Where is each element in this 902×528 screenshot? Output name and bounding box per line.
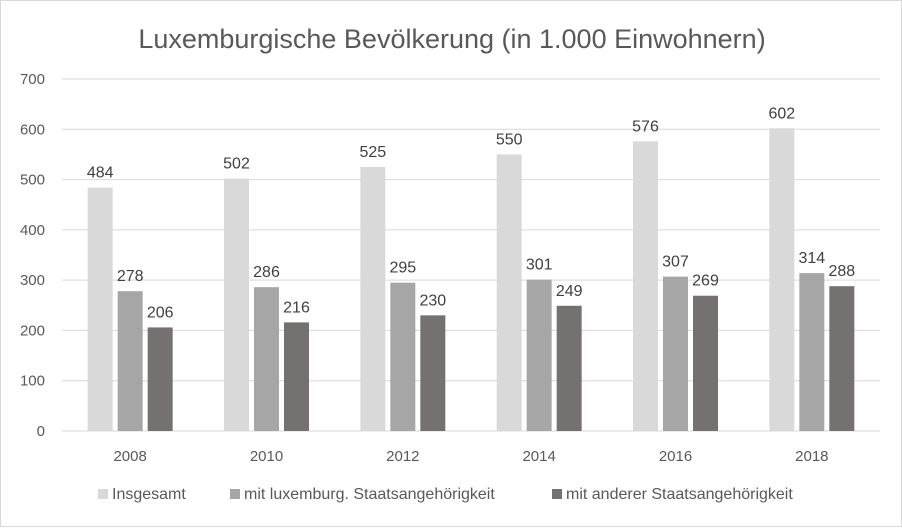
bar-2014-series-2: [526, 279, 552, 431]
data-label: 278: [117, 268, 144, 285]
data-label: 249: [556, 283, 583, 300]
data-label: 314: [798, 250, 825, 267]
x-tick-label: 2008: [113, 448, 146, 465]
data-label: 550: [496, 131, 523, 148]
data-label: 206: [147, 304, 174, 321]
bar-2012-series-2: [390, 282, 416, 431]
x-tick-label: 2014: [522, 448, 555, 465]
bar-2008-series-1: [87, 187, 113, 431]
y-tick-label: 0: [37, 423, 45, 440]
bar-2014-series-3: [556, 305, 582, 431]
chart-title: Luxemburgische Bevölkerung (in 1.000 Ein…: [138, 24, 765, 54]
bar-2012-series-3: [420, 315, 446, 431]
legend: Insgesamt mit luxemburg. Staatsangehörigk…: [98, 486, 793, 503]
y-axis: 0 100 200 300 400 500 600 700: [20, 71, 45, 440]
data-label: 307: [662, 254, 689, 271]
y-tick-label: 100: [20, 373, 45, 390]
data-label: 216: [283, 299, 310, 316]
x-tick-label: 2018: [795, 448, 828, 465]
data-label: 269: [692, 273, 719, 290]
legend-label: mit luxemburg. Staatsangehörigkeit: [244, 486, 495, 503]
data-label: 502: [223, 156, 250, 173]
data-label: 301: [526, 257, 553, 274]
bar-2012-series-1: [360, 167, 386, 431]
y-tick-label: 400: [20, 222, 45, 239]
x-tick-label: 2016: [659, 448, 692, 465]
data-label: 602: [768, 105, 795, 122]
data-label: 230: [419, 292, 446, 309]
data-label: 525: [359, 144, 386, 161]
legend-label: Insgesamt: [112, 486, 186, 503]
data-label: 484: [87, 165, 114, 182]
gridlines: [62, 78, 880, 432]
bar-2010-series-2: [254, 287, 279, 431]
x-tick-label: 2010: [250, 448, 283, 465]
x-axis: 2008 2010 2012 2014 2016 2018: [113, 448, 828, 465]
data-label: 295: [389, 260, 416, 277]
bar-2018-series-1: [769, 128, 795, 431]
y-tick-label: 200: [20, 322, 45, 339]
bar-2016-series-3: [693, 295, 718, 431]
y-tick-label: 600: [20, 121, 45, 138]
bar-2008-series-2: [117, 291, 143, 431]
bar-2016-series-1: [633, 141, 658, 431]
bar-2018-series-2: [799, 273, 825, 431]
legend-swatch: [98, 489, 108, 499]
bar-2008-series-3: [147, 327, 173, 431]
data-label: 576: [632, 118, 659, 135]
legend-label: mit anderer Staatsangehörigkeit: [566, 486, 793, 503]
y-tick-label: 300: [20, 272, 45, 289]
bar-2010-series-3: [284, 322, 309, 431]
x-tick-label: 2012: [386, 448, 419, 465]
data-label: 286: [253, 264, 280, 281]
bar-2016-series-2: [663, 276, 688, 431]
bar-2018-series-3: [829, 286, 855, 431]
data-label: 288: [828, 263, 855, 280]
y-tick-label: 500: [20, 172, 45, 189]
legend-swatch: [552, 489, 562, 499]
bar-2010-series-1: [224, 178, 249, 431]
legend-swatch: [230, 489, 240, 499]
y-tick-label: 700: [20, 71, 45, 88]
bar-2014-series-1: [496, 154, 522, 431]
